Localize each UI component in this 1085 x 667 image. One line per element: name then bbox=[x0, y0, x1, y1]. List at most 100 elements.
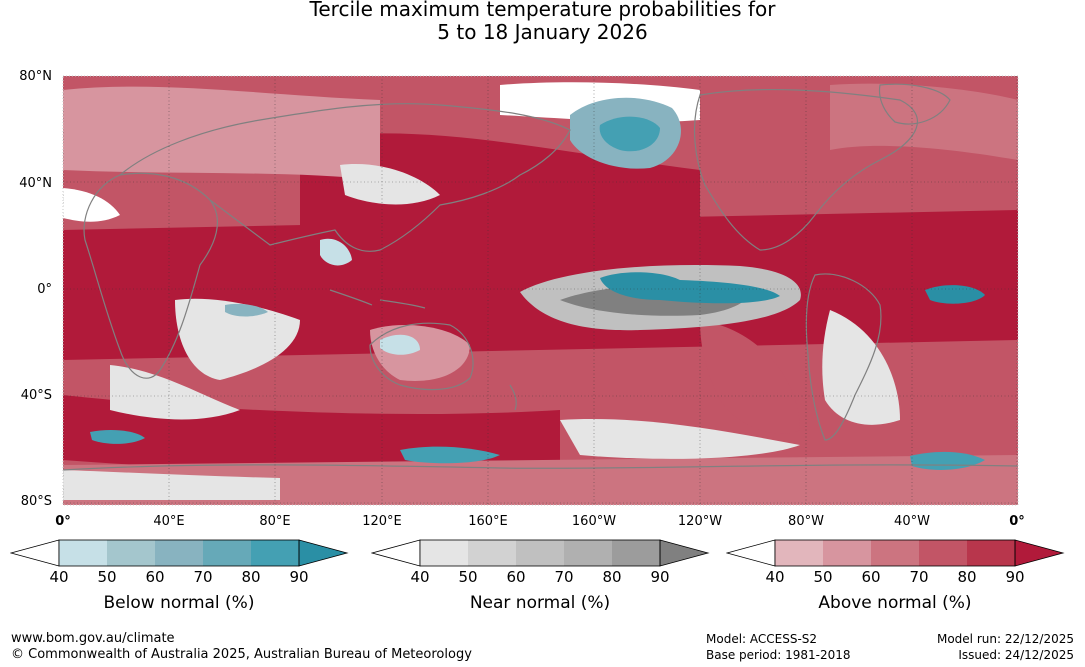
colorbar-above-title: Above normal (%) bbox=[818, 593, 972, 613]
colorbar-below-segment bbox=[107, 540, 155, 566]
lat-label-80n: 80°N bbox=[19, 69, 52, 84]
above-normal-region bbox=[63, 86, 380, 180]
colorbar-near-segment bbox=[612, 540, 660, 566]
below-normal-region bbox=[320, 238, 352, 266]
colorbar-below-border bbox=[58, 539, 300, 567]
colorbar-near-tick: 80 bbox=[602, 568, 622, 586]
colorbar-above-segment bbox=[871, 540, 919, 566]
near-normal-region bbox=[822, 310, 900, 425]
above-normal-region bbox=[700, 320, 800, 434]
map-frame bbox=[62, 75, 1019, 506]
near-normal-region bbox=[175, 298, 300, 380]
colorbar-near-tick: 40 bbox=[410, 568, 430, 586]
colorbar-near-segment bbox=[371, 539, 421, 567]
colorbar-below-tick: 60 bbox=[145, 568, 165, 586]
coastline bbox=[693, 88, 918, 251]
colorbar-above-border bbox=[774, 539, 1016, 567]
near-normal-region bbox=[110, 365, 240, 420]
colorbar-near-segment bbox=[516, 540, 564, 566]
colorbar-below-tick: 80 bbox=[241, 568, 261, 586]
colorbar-near-segment bbox=[564, 540, 612, 566]
coastlines bbox=[63, 83, 1018, 471]
website-link[interactable]: www.bom.gov.au/climate bbox=[11, 631, 175, 646]
colorbar-below-normal bbox=[10, 539, 349, 567]
colorbar-below-tick: 40 bbox=[49, 568, 69, 586]
above-normal-region bbox=[300, 133, 700, 260]
colorbar-above-segment bbox=[726, 539, 776, 567]
lon-label-40e: 40°E bbox=[153, 514, 185, 529]
lon-label-160e: 160°E bbox=[468, 514, 508, 529]
copyright-text: © Commonwealth of Australia 2025, Austra… bbox=[11, 647, 472, 662]
near-normal-region bbox=[63, 470, 280, 500]
coastline bbox=[509, 384, 517, 411]
colorbar-near-segment bbox=[420, 540, 468, 566]
colorbar-below-segment bbox=[203, 540, 251, 566]
base-period: Base period: 1981-2018 bbox=[706, 648, 851, 662]
colorbar-below-segment bbox=[155, 540, 203, 566]
below-normal-region bbox=[599, 116, 660, 152]
colorbar-below-segment bbox=[251, 540, 299, 566]
lon-label-80e: 80°E bbox=[259, 514, 291, 529]
colorbar-near-tick: 70 bbox=[554, 568, 574, 586]
map-title-line1: Tercile maximum temperature probabilitie… bbox=[309, 0, 776, 21]
lon-label-160w: 160°W bbox=[571, 514, 617, 529]
colorbar-near-segment bbox=[468, 540, 516, 566]
above-normal-region bbox=[63, 455, 1018, 505]
colorbar-above-tick: 90 bbox=[1005, 568, 1025, 586]
model-name: Model: ACCESS-S2 bbox=[706, 632, 818, 646]
lon-label-80w: 80°W bbox=[788, 514, 824, 529]
colorbar-below-title: Below normal (%) bbox=[103, 593, 255, 613]
colorbar-near-border bbox=[419, 539, 661, 567]
coastline bbox=[329, 289, 373, 306]
colorbar-near-tick: 90 bbox=[650, 568, 670, 586]
colorbar-above-tick: 70 bbox=[909, 568, 929, 586]
coastline bbox=[83, 172, 219, 379]
colorbar-above-segment bbox=[967, 540, 1015, 566]
coastline bbox=[878, 83, 951, 125]
colorbar-below-tick: 70 bbox=[193, 568, 213, 586]
colorbar-near-normal bbox=[371, 539, 710, 567]
below-normal-region bbox=[225, 303, 268, 317]
colorbar-above-tick: 50 bbox=[813, 568, 833, 586]
probability-zones bbox=[63, 82, 1018, 505]
coastline bbox=[805, 273, 882, 441]
lat-label-80s: 80°S bbox=[20, 494, 52, 509]
colorbar-below-tick: 50 bbox=[97, 568, 117, 586]
lon-label-0-right: 0° bbox=[1009, 514, 1025, 529]
lon-label-40w: 40°W bbox=[894, 514, 930, 529]
colorbar-near-tick: 50 bbox=[458, 568, 478, 586]
colorbar-above-tick: 60 bbox=[861, 568, 881, 586]
colorbar-near-tick: 60 bbox=[506, 568, 526, 586]
below-normal-region bbox=[380, 334, 420, 355]
near-normal-region bbox=[63, 188, 120, 222]
near-normal-region bbox=[560, 419, 800, 459]
colorbar-near-title: Near normal (%) bbox=[469, 593, 611, 613]
colorbar-below-segment bbox=[10, 539, 60, 567]
colorbar-below-tick: 90 bbox=[289, 568, 309, 586]
model-run-date: Model run: 22/12/2025 bbox=[936, 632, 1074, 646]
colorbar-above-tick: 80 bbox=[957, 568, 977, 586]
colorbar-above-normal bbox=[726, 539, 1065, 567]
colorbar-above-segment bbox=[775, 540, 823, 566]
near-normal-region bbox=[340, 164, 440, 205]
below-normal-region bbox=[400, 446, 500, 464]
lon-label-0-left: 0° bbox=[55, 514, 71, 529]
colorbar-above-segment bbox=[1014, 539, 1065, 567]
colorbar-above-segment bbox=[823, 540, 871, 566]
below-normal-region bbox=[90, 430, 145, 444]
issued-date: Issued: 24/12/2025 bbox=[958, 648, 1074, 662]
coastline bbox=[369, 322, 474, 391]
below-normal-region bbox=[925, 285, 985, 304]
colorbar-above-segment bbox=[919, 540, 967, 566]
graticule bbox=[63, 76, 1018, 505]
below-normal-region bbox=[600, 272, 780, 304]
colorbar-below-segment bbox=[59, 540, 107, 566]
lat-label-equator: 0° bbox=[37, 282, 52, 297]
coastline bbox=[379, 299, 426, 309]
lat-label-40n: 40°N bbox=[19, 176, 52, 191]
colorbar-above-tick: 40 bbox=[765, 568, 785, 586]
map-title-line2: 5 to 18 January 2026 bbox=[437, 20, 648, 44]
lat-label-40s: 40°S bbox=[20, 388, 52, 403]
colorbar-near-segment bbox=[659, 539, 710, 567]
